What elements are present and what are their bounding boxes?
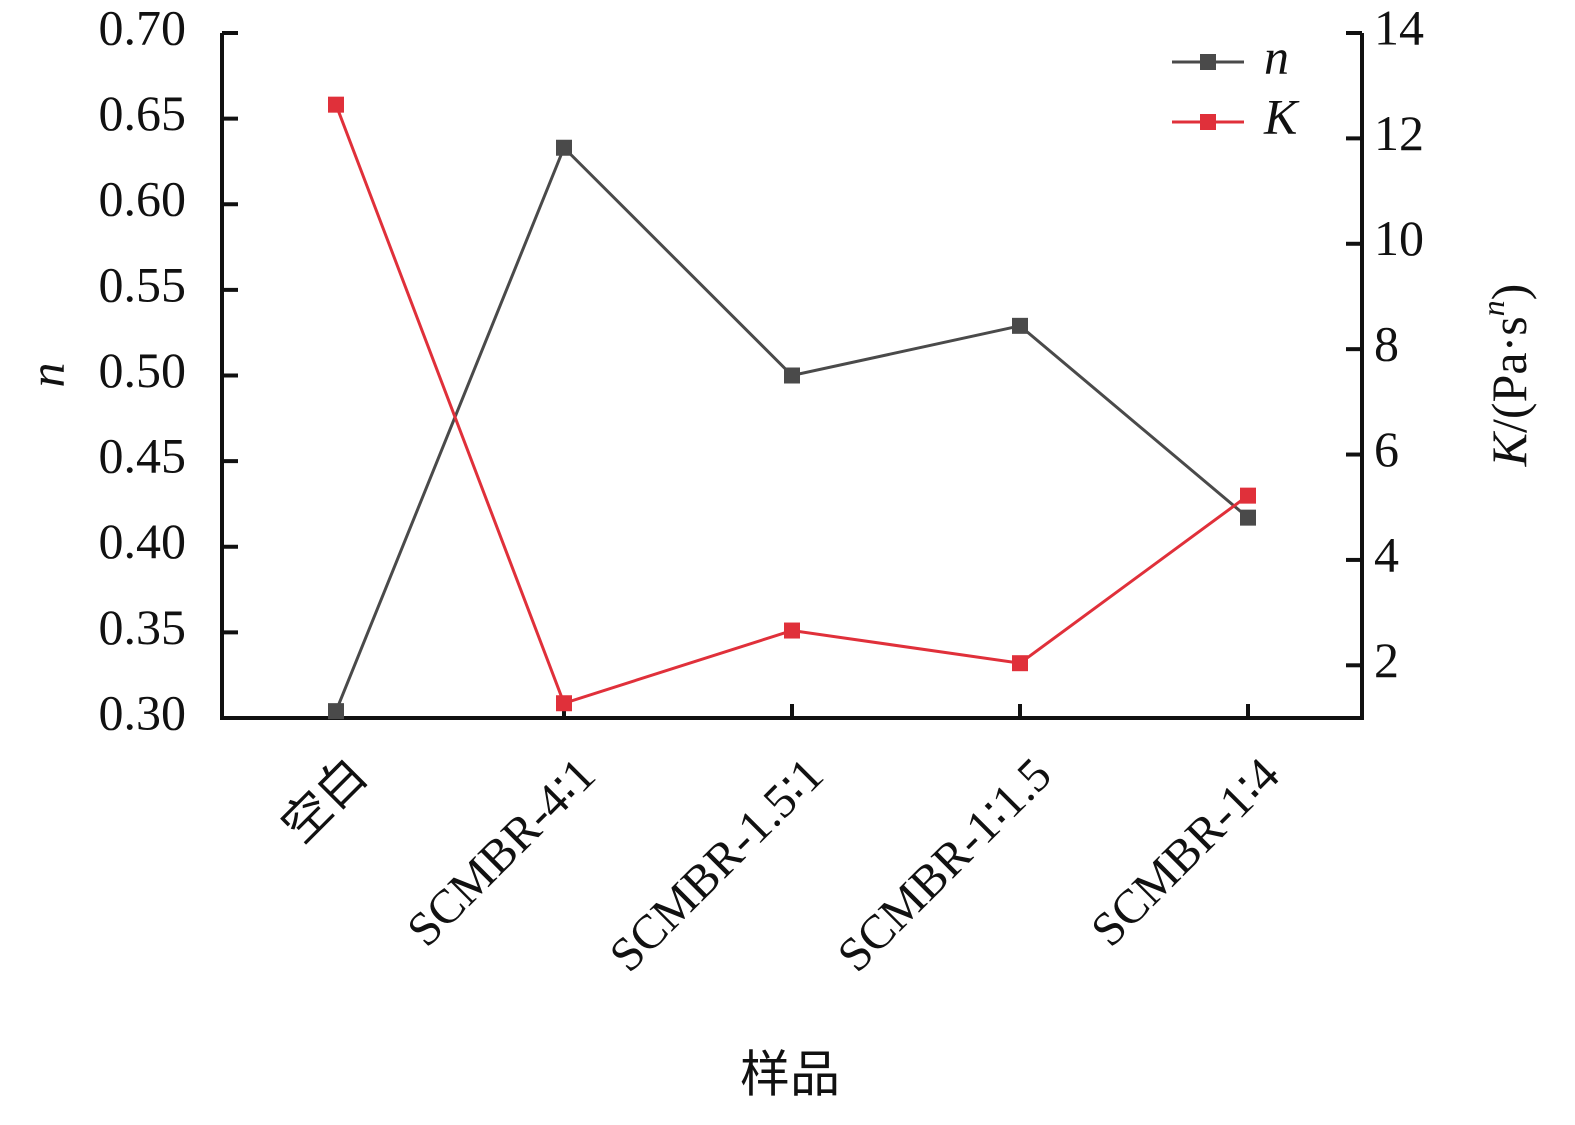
legend-label: n: [1264, 28, 1289, 84]
y-tick-label: 0.40: [99, 513, 187, 569]
y-tick-label: 0.70: [99, 0, 187, 55]
marker: [1240, 509, 1256, 526]
y-tick-label: 0.50: [99, 342, 187, 398]
y2-label-part: /(Pa·s: [1481, 316, 1537, 433]
marker: [784, 622, 800, 639]
y2-tick-label: 10: [1374, 210, 1424, 266]
y2-label-part: n: [1475, 300, 1511, 316]
y2-label-part: K: [1481, 430, 1537, 467]
y-tick-label: 0.55: [99, 256, 187, 312]
x-axis-label: 样品: [740, 1046, 840, 1102]
y2-axis-label: K/(Pa·sn): [1475, 284, 1537, 468]
y-tick-label: 0.35: [99, 599, 187, 655]
y-tick-label: 0.60: [99, 171, 187, 227]
y-tick-label: 0.45: [99, 428, 187, 484]
x-tick-label: SCMBR-1∶1.5: [828, 748, 1062, 982]
marker: [1012, 655, 1028, 672]
legend-marker: [1200, 114, 1216, 130]
marker: [784, 367, 800, 384]
x-tick-label: SCMBR-1∶4: [1081, 748, 1290, 957]
x-tick-label: SCMBR-1.5∶1: [600, 748, 834, 982]
y2-tick-label: 2: [1374, 632, 1399, 688]
y-tick-label: 0.65: [99, 85, 187, 141]
y2-label-part: ): [1481, 284, 1537, 301]
y2-tick-label: 12: [1374, 105, 1424, 161]
y2-tick-label: 4: [1374, 526, 1399, 582]
marker: [328, 96, 344, 113]
marker: [328, 703, 344, 720]
marker: [556, 139, 572, 156]
x-tick-label: SCMBR-4∶1: [397, 748, 606, 957]
marker: [1240, 487, 1256, 504]
y2-tick-label: 8: [1374, 316, 1399, 372]
y2-tick-label: 6: [1374, 421, 1399, 477]
marker: [1012, 317, 1028, 334]
y-tick-label: 0.30: [99, 684, 187, 740]
x-tick-label: 空白: [272, 748, 377, 853]
marker: [556, 695, 572, 712]
y2-tick-label: 14: [1374, 0, 1424, 55]
legend-marker: [1200, 54, 1216, 70]
y-axis-label: n: [18, 363, 74, 388]
legend-label: K: [1263, 88, 1300, 144]
